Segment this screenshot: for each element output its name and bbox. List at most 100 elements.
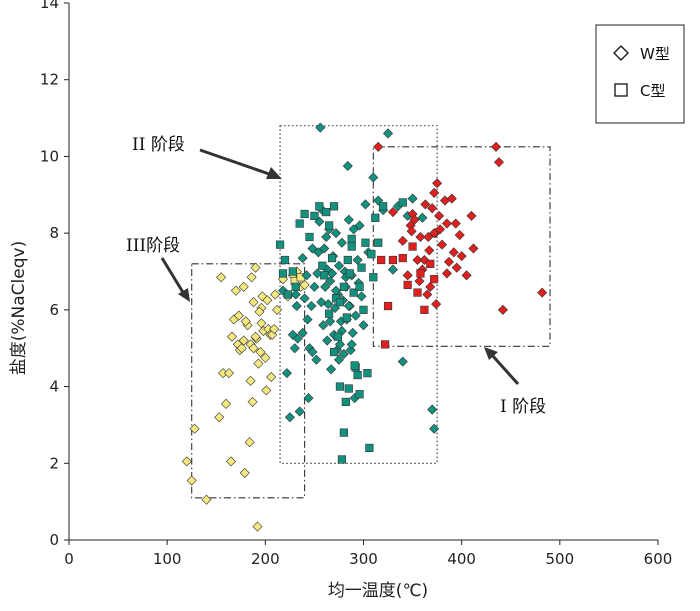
square-point [322, 207, 331, 217]
diamond-point [262, 295, 273, 306]
diamond-point [497, 304, 508, 315]
square-point [355, 282, 364, 291]
axis-ticks: 0 100 200 300 400 500 600 0 2 4 6 8 10 12 14 [40, 0, 672, 568]
annotation-stage-1: I 阶段 [484, 347, 546, 417]
square-point [325, 221, 334, 230]
diamond-point [254, 306, 265, 317]
diamond-point [450, 218, 461, 229]
legend-diamond-marker [613, 45, 629, 61]
x-tick-label: 300 [349, 550, 378, 568]
diamond-point [319, 243, 330, 254]
square-point [278, 269, 288, 278]
diamond-point [383, 128, 394, 139]
square-point [380, 340, 390, 349]
diamond-point [454, 230, 465, 241]
diamond-point [368, 172, 379, 183]
diamond-point [423, 231, 434, 243]
diamond-point [373, 141, 384, 152]
square-point [339, 428, 348, 437]
diamond-point [415, 231, 426, 243]
diamond-point [248, 343, 259, 354]
square-point [329, 347, 339, 357]
diamond-point [277, 274, 289, 285]
diamond-point [456, 251, 467, 262]
annotation-stage-1-arrow [490, 353, 520, 386]
diamond-point [346, 339, 357, 350]
diamond-point [221, 398, 232, 409]
square-point [420, 305, 429, 314]
diamond-point [299, 279, 310, 290]
diamond-point [330, 228, 342, 239]
diamond-point [429, 187, 440, 198]
diamond-point [292, 333, 303, 344]
diamond-point [352, 254, 363, 266]
diamond-point [427, 203, 438, 214]
diamond-point [240, 316, 251, 327]
square-point [295, 219, 304, 228]
square-point [275, 240, 285, 249]
square-point [335, 382, 345, 391]
diamond-point [250, 331, 261, 342]
diamond-point [248, 297, 259, 308]
diamond-point [253, 358, 264, 369]
diamond-point [270, 289, 281, 300]
diamond-point [301, 270, 312, 281]
diamond-point [303, 393, 314, 404]
square-point [408, 242, 417, 251]
annotation-stage-3-arrowhead [178, 288, 190, 302]
diamond-point [322, 335, 333, 346]
stage-box-1 [372, 146, 551, 347]
diamond-point [318, 320, 329, 331]
data-points [181, 122, 548, 532]
square-point [403, 280, 412, 290]
diamond-point [294, 406, 305, 417]
square-point [388, 255, 398, 265]
square-point [327, 253, 337, 263]
diamond-point [333, 354, 344, 365]
legend-label-w: W型 [640, 45, 670, 63]
square-point [365, 443, 374, 453]
diamond-point [189, 423, 200, 434]
diamond-point [493, 157, 504, 168]
diamond-point [343, 300, 354, 312]
square-point [337, 455, 347, 464]
square-point [355, 390, 364, 399]
square-point [413, 288, 422, 297]
x-tick-label: 500 [546, 550, 575, 568]
diamond-point [216, 272, 227, 283]
diamond-point [437, 239, 448, 250]
diamond-point [360, 199, 371, 210]
diamond-point [267, 329, 278, 340]
square-point [345, 269, 354, 278]
diamond-point [307, 243, 318, 254]
annotation-stage-1-label: I 阶段 [500, 397, 546, 417]
diamond-point [277, 285, 289, 296]
diamond-point [246, 272, 257, 283]
square-point [374, 238, 383, 247]
square-point [350, 361, 359, 370]
y-tick-label: 2 [49, 454, 59, 472]
square-point [342, 313, 351, 322]
diamond-point [297, 253, 308, 264]
x-tick-label: 100 [153, 550, 182, 568]
diamond-point [321, 231, 332, 243]
diamond-point [256, 318, 267, 329]
legend-label-c: C型 [640, 82, 665, 100]
square-point [363, 369, 372, 378]
diamond-point [244, 437, 255, 448]
diamond-point [406, 226, 417, 237]
diamond-point [347, 327, 358, 338]
diamond-point [325, 316, 336, 327]
square-point [347, 242, 356, 251]
legend-box [595, 24, 685, 124]
diamond-point [420, 199, 431, 210]
diamond-point [461, 270, 472, 281]
diamond-point [358, 320, 369, 331]
diamond-point [451, 262, 462, 273]
diamond-point [348, 224, 359, 235]
y-tick-label: 10 [40, 147, 59, 165]
diamond-point [387, 264, 398, 275]
diamond-point [326, 364, 337, 375]
square-point [318, 261, 327, 270]
square-point [398, 253, 407, 263]
